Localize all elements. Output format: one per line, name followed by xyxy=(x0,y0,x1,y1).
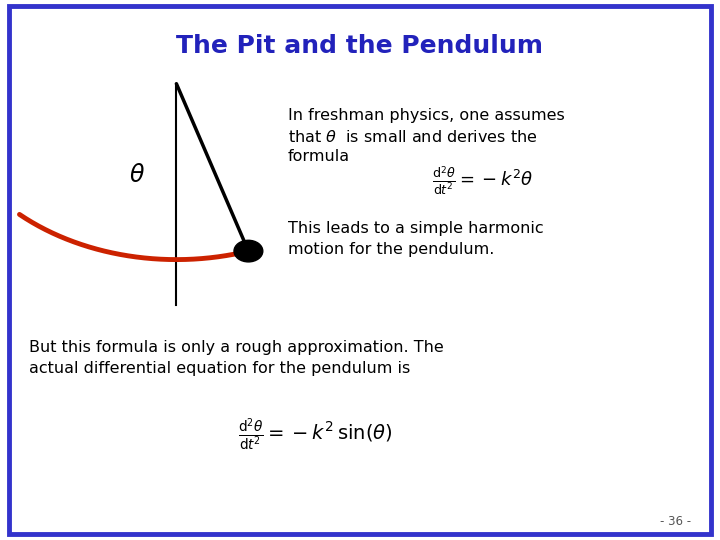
Text: formula: formula xyxy=(288,149,350,164)
Circle shape xyxy=(234,240,263,262)
Text: The Pit and the Pendulum: The Pit and the Pendulum xyxy=(176,34,544,58)
Text: In freshman physics, one assumes: In freshman physics, one assumes xyxy=(288,108,564,123)
Text: $\frac{\mathrm{d}^2\theta}{\mathrm{d}t^2} = -k^2\theta$: $\frac{\mathrm{d}^2\theta}{\mathrm{d}t^2… xyxy=(432,164,534,198)
Text: motion for the pendulum.: motion for the pendulum. xyxy=(288,242,495,257)
Text: $\frac{\mathrm{d}^2\theta}{\mathrm{d}t^2} = -k^2\,\sin(\theta)$: $\frac{\mathrm{d}^2\theta}{\mathrm{d}t^2… xyxy=(238,416,392,453)
Text: This leads to a simple harmonic: This leads to a simple harmonic xyxy=(288,221,544,237)
Text: that $\theta$  is small and derives the: that $\theta$ is small and derives the xyxy=(288,129,538,145)
Text: - 36 -: - 36 - xyxy=(660,515,691,528)
Text: actual differential equation for the pendulum is: actual differential equation for the pen… xyxy=(29,361,410,376)
Text: $\theta$: $\theta$ xyxy=(129,164,145,187)
Text: But this formula is only a rough approximation. The: But this formula is only a rough approxi… xyxy=(29,340,444,355)
